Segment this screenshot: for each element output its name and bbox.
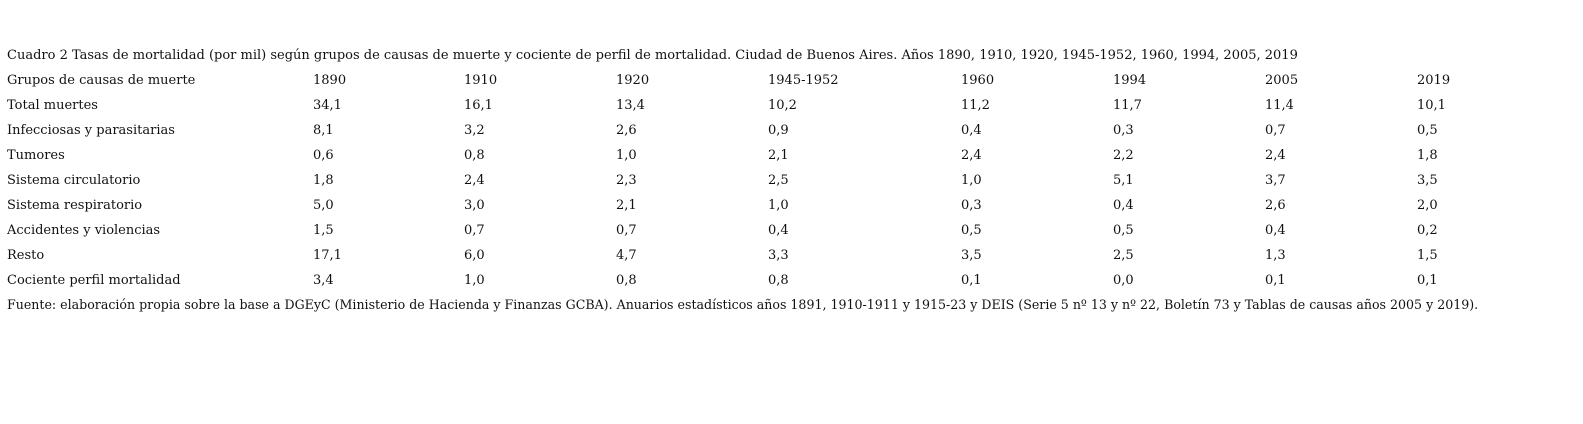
rate-cell: 0,1 (961, 273, 982, 288)
rate-cell: 1,0 (616, 148, 637, 163)
header-year-1994: 1994 (1113, 73, 1147, 88)
table-row: Tumores 0,6 0,8 1,0 2,1 2,4 2,2 2,4 1,8 (7, 143, 1577, 168)
rate-cell: 3,2 (464, 123, 485, 138)
rate-cell: 1,0 (961, 173, 982, 188)
rate-cell: 1,0 (464, 273, 485, 288)
rate-cell: 1,5 (313, 223, 334, 238)
rate-cell: 11,7 (1113, 98, 1142, 113)
rate-cell: 0,7 (1265, 123, 1286, 138)
rate-cell: 0,4 (1265, 223, 1286, 238)
header-year-1890: 1890 (313, 73, 347, 88)
cause-group-cell: Total muertes (7, 98, 98, 113)
rate-cell: 34,1 (313, 98, 342, 113)
document: Cuadro 2 Tasas de mortalidad (por mil) s… (7, 44, 1577, 317)
rate-cell: 0,5 (961, 223, 982, 238)
cause-group-cell: Tumores (7, 148, 65, 163)
table-row: Total muertes 34,1 16,1 13,4 10,2 11,2 11,7 11,… (7, 93, 1577, 118)
cause-group-cell: Resto (7, 248, 45, 263)
rate-cell: 3,7 (1265, 173, 1286, 188)
header-year-1920: 1920 (616, 73, 650, 88)
rate-cell: 10,2 (768, 98, 797, 113)
rate-cell: 2,2 (1113, 148, 1134, 163)
rate-cell: 2,4 (1265, 148, 1286, 163)
rate-cell: 2,6 (1265, 198, 1286, 213)
rate-cell: 0,8 (464, 148, 485, 163)
rate-cell: 0,4 (1113, 198, 1134, 213)
cause-group-cell: Accidentes y violencias (7, 223, 161, 238)
rate-cell: 2,1 (768, 148, 789, 163)
rate-cell: 0,3 (961, 198, 982, 213)
table-row: Infecciosas y parasitarias 8,1 3,2 2,6 0,9 0,… (7, 118, 1577, 143)
rate-cell: 0,5 (1417, 123, 1438, 138)
rate-cell: 5,1 (1113, 173, 1134, 188)
rate-cell: 1,8 (313, 173, 334, 188)
table-source-note: Fuente: elaboración propia sobre la base… (7, 297, 1479, 312)
rate-cell: 0,8 (768, 273, 789, 288)
rate-cell: 0,1 (1417, 273, 1438, 288)
cause-group-cell: Sistema respiratorio (7, 198, 143, 213)
header-year-2005: 2005 (1265, 73, 1299, 88)
table-row: Resto 17,1 6,0 4,7 3,3 3,5 2,5 1,3 1,5 (7, 243, 1577, 268)
rate-cell: 0,7 (616, 223, 637, 238)
rate-cell: 0,8 (616, 273, 637, 288)
rate-cell: 4,7 (616, 248, 637, 263)
cause-group-cell: Sistema circulatorio (7, 173, 141, 188)
table-row: Cociente perfil mortalidad 3,4 1,0 0,8 0,8 0,… (7, 268, 1577, 293)
rate-cell: 2,1 (616, 198, 637, 213)
rate-cell: 3,0 (464, 198, 485, 213)
header-year-1960: 1960 (961, 73, 995, 88)
rate-cell: 0,7 (464, 223, 485, 238)
rate-cell: 16,1 (464, 98, 493, 113)
table-body: Total muertes 34,1 16,1 13,4 10,2 11,2 11,7 11,… (7, 93, 1577, 293)
rate-cell: 2,6 (616, 123, 637, 138)
header-year-1945-1952: 1945-1952 (768, 73, 839, 88)
rate-cell: 2,0 (1417, 198, 1438, 213)
rate-cell: 3,4 (313, 273, 334, 288)
mortality-table: Grupos de causas de muerte 1890 1910 192… (7, 68, 1577, 293)
cause-group-cell: Infecciosas y parasitarias (7, 123, 175, 138)
header-year-2019: 2019 (1417, 73, 1451, 88)
rate-cell: 0,1 (1265, 273, 1286, 288)
table-header-row: Grupos de causas de muerte 1890 1910 192… (7, 68, 1577, 93)
rate-cell: 0,5 (1113, 223, 1134, 238)
header-year-1910: 1910 (464, 73, 498, 88)
rate-cell: 2,5 (1113, 248, 1134, 263)
rate-cell: 6,0 (464, 248, 485, 263)
rate-cell: 11,2 (961, 98, 990, 113)
rate-cell: 2,4 (961, 148, 982, 163)
rate-cell: 1,8 (1417, 148, 1438, 163)
rate-cell: 13,4 (616, 98, 645, 113)
header-cause-group: Grupos de causas de muerte (7, 73, 196, 88)
rate-cell: 0,9 (768, 123, 789, 138)
rate-cell: 1,5 (1417, 248, 1438, 263)
rate-cell: 8,1 (313, 123, 334, 138)
cause-group-cell: Cociente perfil mortalidad (7, 273, 181, 288)
rate-cell: 2,4 (464, 173, 485, 188)
table-row: Sistema circulatorio 1,8 2,4 2,3 2,5 1,0 5,1 3,… (7, 168, 1577, 193)
rate-cell: 5,0 (313, 198, 334, 213)
rate-cell: 0,2 (1417, 223, 1438, 238)
rate-cell: 1,0 (768, 198, 789, 213)
rate-cell: 0,4 (961, 123, 982, 138)
rate-cell: 17,1 (313, 248, 342, 263)
rate-cell: 10,1 (1417, 98, 1446, 113)
rate-cell: 0,6 (313, 148, 334, 163)
rate-cell: 3,5 (961, 248, 982, 263)
rate-cell: 0,4 (768, 223, 789, 238)
table-row: Accidentes y violencias 1,5 0,7 0,7 0,4 0,5 0,… (7, 218, 1577, 243)
rate-cell: 2,3 (616, 173, 637, 188)
rate-cell: 3,3 (768, 248, 789, 263)
rate-cell: 0,3 (1113, 123, 1134, 138)
rate-cell: 11,4 (1265, 98, 1294, 113)
table-row: Sistema respiratorio 5,0 3,0 2,1 1,0 0,3 0,4 2,… (7, 193, 1577, 218)
rate-cell: 0,0 (1113, 273, 1134, 288)
table-caption: Cuadro 2 Tasas de mortalidad (por mil) s… (7, 48, 1298, 63)
rate-cell: 3,5 (1417, 173, 1438, 188)
rate-cell: 2,5 (768, 173, 789, 188)
rate-cell: 1,3 (1265, 248, 1286, 263)
